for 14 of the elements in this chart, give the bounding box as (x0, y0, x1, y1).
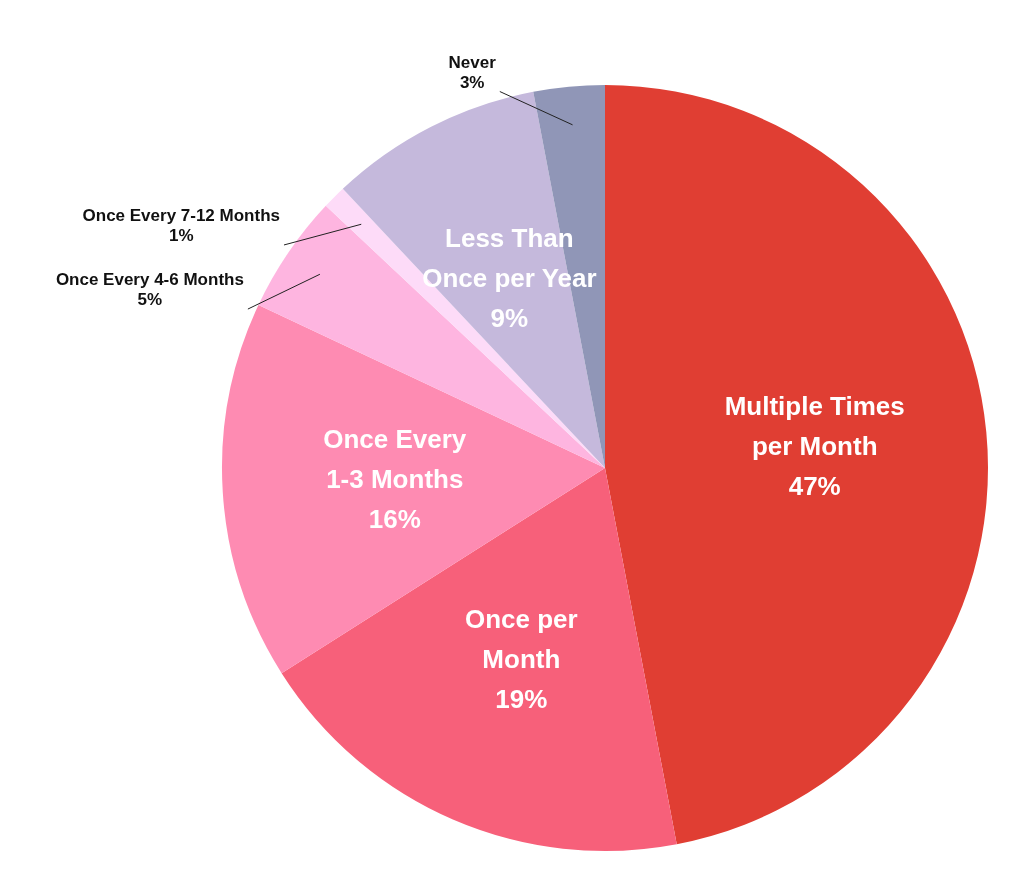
slice-label: Once Every 1-3 Months (323, 424, 467, 495)
slice-label: Multiple Times per Month (724, 391, 905, 462)
data-label: 5% (137, 290, 163, 310)
slice-label: Less Than Once per Year (422, 223, 597, 294)
data-label: 47% (788, 471, 841, 502)
slice-label: Once per Month (464, 604, 578, 675)
slice-label: Once Every 7-12 Months (82, 205, 280, 225)
data-label: 3% (459, 72, 485, 92)
slice-label: Never (448, 52, 497, 72)
data-label: 1% (168, 225, 194, 245)
data-label: 19% (495, 684, 548, 715)
data-label: 9% (490, 303, 529, 334)
slice-label: Once Every 4-6 Months (55, 270, 244, 290)
data-label: 16% (368, 504, 421, 535)
